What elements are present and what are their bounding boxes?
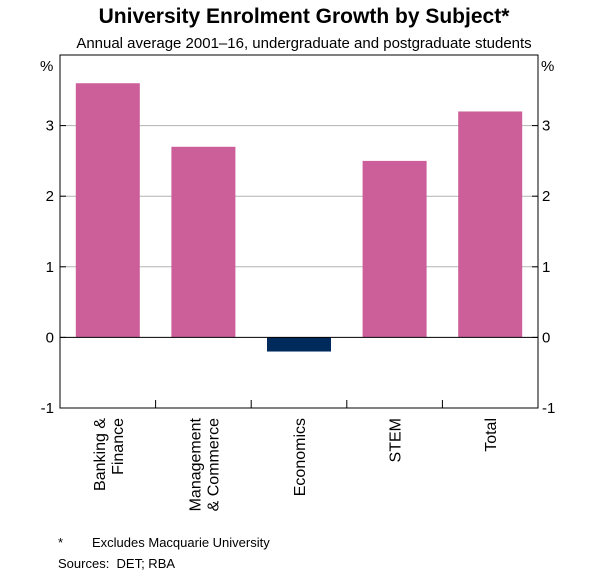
y-tick-label-left: 2 bbox=[46, 188, 54, 205]
chart-title: University Enrolment Growth by Subject* bbox=[99, 5, 511, 28]
x-tick-label-line: Management bbox=[187, 417, 204, 511]
x-tick-label: Banking & Finance bbox=[92, 418, 127, 491]
y-tick-label-right: 3 bbox=[542, 118, 550, 135]
y-tick-label-right: -1 bbox=[542, 400, 555, 417]
x-tick-label-line: Finance bbox=[110, 418, 127, 475]
y-tick-label-left: 1 bbox=[46, 259, 54, 276]
sources-text: Sources: DET; RBA bbox=[58, 556, 175, 571]
x-tick-label: STEM bbox=[388, 418, 405, 462]
y-axis-unit-right: % bbox=[541, 58, 554, 75]
y-tick-label-right: 0 bbox=[542, 329, 550, 346]
x-tick-label-line: Banking & bbox=[92, 418, 109, 491]
plot-frame bbox=[59, 54, 539, 409]
x-tick-label-line: & Commerce bbox=[205, 418, 222, 511]
x-tick-label-line: STEM bbox=[388, 418, 405, 462]
chart-subtitle: Annual average 2001–16, undergraduate an… bbox=[76, 35, 531, 52]
x-tick-label: Management & Commerce bbox=[187, 417, 222, 511]
x-tick-label: Economics bbox=[292, 418, 309, 496]
y-tick-label-right: 2 bbox=[542, 188, 550, 205]
bar bbox=[75, 83, 140, 338]
y-axis-unit-left: % bbox=[40, 58, 53, 75]
x-tick-label-line: Economics bbox=[292, 418, 309, 496]
footnote-text: Excludes Macquarie University bbox=[92, 535, 270, 550]
x-tick-label: Total bbox=[483, 418, 500, 452]
footnote-marker: * bbox=[58, 535, 63, 550]
y-tick-label-left: -1 bbox=[41, 400, 54, 417]
bar bbox=[267, 337, 331, 352]
x-tick-label-line: Total bbox=[483, 418, 500, 452]
y-tick-label-left: 0 bbox=[46, 329, 54, 346]
y-tick-label-right: 1 bbox=[542, 259, 550, 276]
bar bbox=[458, 111, 523, 338]
bar bbox=[171, 146, 236, 338]
y-tick-label-left: 3 bbox=[46, 118, 54, 135]
bar bbox=[362, 160, 427, 338]
